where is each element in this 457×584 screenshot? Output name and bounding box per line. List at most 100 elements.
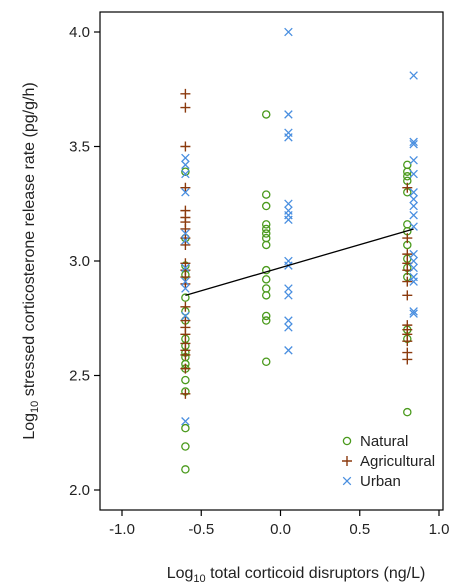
urban-point — [181, 229, 190, 238]
x-axis: -1.0 -0.5 0.0 0.5 1.0 — [109, 510, 449, 538]
fit-line — [185, 228, 414, 296]
legend-agricultural-label: Agricultural — [360, 453, 435, 470]
agricultural-point — [180, 239, 191, 250]
y-axis-title-rest: stressed corticosterone release rate (pg… — [21, 82, 38, 400]
natural-point — [261, 224, 271, 234]
legend-natural-label: Natural — [360, 433, 408, 450]
urban-point — [409, 169, 418, 179]
legend-urban-label: Urban — [360, 473, 401, 490]
urban-point — [181, 277, 190, 286]
urban-point — [181, 311, 190, 321]
y-axis-title-sub: 10 — [29, 401, 41, 413]
urban-point — [409, 194, 418, 204]
urban-point — [284, 199, 293, 209]
natural-point — [403, 160, 412, 170]
urban-point — [409, 137, 418, 147]
agricultural-point — [180, 349, 191, 360]
x-tick-label: 1.0 — [429, 521, 450, 538]
natural-point — [261, 190, 271, 199]
y-axis-title: Log10 stressed corticosterone release ra… — [21, 82, 41, 439]
legend: Natural Agricultural Urban — [342, 433, 435, 490]
urban-point — [284, 291, 293, 300]
x-axis-title: Log10 total corticoid disruptors (ng/L) — [167, 565, 426, 584]
urban-point — [284, 323, 293, 332]
urban-point — [409, 71, 418, 80]
natural-point — [261, 284, 271, 293]
urban-point — [284, 27, 293, 37]
natural-point — [403, 407, 412, 417]
urban-point — [181, 263, 190, 273]
natural-point — [181, 423, 190, 433]
x-tick-label: -0.5 — [188, 521, 214, 538]
natural-point — [261, 220, 271, 229]
urban-point — [409, 277, 418, 286]
agricultural-point — [402, 182, 413, 193]
agricultural-point — [180, 363, 191, 374]
x-tick-label: 0.0 — [270, 521, 291, 538]
agricultural-point — [402, 336, 413, 347]
x-axis-title-prefix: Log — [167, 565, 194, 582]
urban-point — [409, 249, 418, 259]
urban-point — [284, 133, 293, 142]
urban-point — [409, 155, 418, 165]
urban-point — [181, 284, 190, 293]
agricultural-point — [180, 301, 191, 312]
urban-point — [409, 139, 418, 149]
agricultural-point — [180, 388, 191, 399]
x-axis-title-rest: total corticoid disruptors (ng/L) — [206, 565, 426, 582]
natural-point — [261, 357, 271, 367]
data-points — [180, 27, 418, 474]
x-tick-label: -1.0 — [109, 521, 135, 538]
urban-point — [409, 256, 418, 266]
legend-natural-marker — [342, 436, 352, 446]
natural-point — [181, 375, 190, 385]
natural-point — [261, 311, 271, 321]
urban-point — [181, 417, 190, 426]
legend-urban-marker — [342, 476, 352, 486]
agricultural-point — [402, 249, 413, 260]
natural-point — [261, 291, 271, 300]
urban-point — [409, 309, 418, 318]
agricultural-point — [180, 278, 191, 289]
urban-point — [181, 153, 190, 163]
natural-point — [261, 240, 271, 250]
natural-point — [261, 275, 271, 284]
y-axis: 2.0 2.5 3.0 3.5 4.0 — [69, 24, 100, 499]
agricultural-point — [180, 223, 191, 234]
x-axis-title-sub: 10 — [193, 573, 205, 584]
natural-point — [181, 465, 190, 474]
natural-point — [261, 110, 271, 119]
urban-point — [181, 160, 190, 170]
y-tick-label: 3.5 — [69, 139, 90, 156]
urban-point — [181, 169, 190, 179]
natural-point — [261, 233, 271, 243]
urban-point — [284, 110, 293, 119]
agricultural-point — [180, 141, 191, 152]
urban-point — [409, 201, 418, 211]
urban-point — [409, 263, 418, 273]
agricultural-point — [180, 102, 191, 113]
x-tick-label: 0.5 — [349, 521, 370, 538]
y-tick-label: 3.0 — [69, 253, 90, 270]
urban-point — [409, 188, 418, 197]
urban-point — [181, 188, 190, 197]
urban-point — [409, 210, 418, 220]
natural-point — [181, 167, 190, 176]
urban-point — [284, 284, 293, 293]
urban-point — [284, 316, 293, 325]
urban-point — [284, 215, 293, 225]
urban-point — [409, 307, 418, 316]
urban-point — [181, 236, 190, 245]
legend-agricultural-marker — [342, 456, 352, 466]
agricultural-point — [402, 354, 413, 365]
y-tick-label: 2.5 — [69, 368, 90, 385]
agricultural-point — [180, 88, 191, 99]
agricultural-point — [180, 182, 191, 193]
natural-point — [261, 201, 271, 211]
natural-point — [181, 442, 190, 451]
agricultural-point — [402, 276, 413, 287]
y-tick-label: 2.0 — [69, 482, 90, 499]
agricultural-point — [180, 329, 191, 340]
natural-point — [261, 316, 271, 325]
